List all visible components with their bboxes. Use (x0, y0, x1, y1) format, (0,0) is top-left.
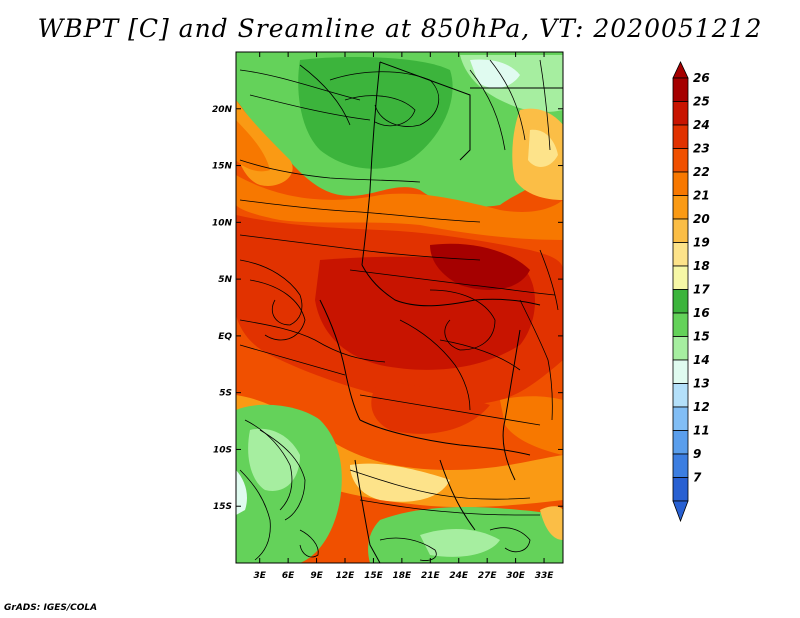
colorbar-label: 18 (693, 259, 710, 273)
latitude-labels: 20N 15N 10N 5N EQ 5S 10S 15S (212, 105, 233, 512)
lat-label-10s: 10S (213, 445, 232, 455)
lat-label-20n: 20N (212, 105, 233, 115)
colorbar-swatch (673, 454, 688, 478)
lat-label-15n: 15N (212, 162, 233, 172)
colorbar-label: 26 (693, 71, 710, 85)
colorbar-swatch (673, 360, 688, 384)
lon-label-21e: 21E (421, 571, 441, 581)
lon-label-3e: 3E (253, 571, 266, 581)
colorbar-label: 17 (693, 283, 710, 297)
colorbar-swatch (673, 431, 688, 455)
colorbar-label: 16 (693, 306, 710, 320)
colorbar-swatch (673, 219, 688, 243)
colorbar-label: 21 (693, 189, 710, 203)
colorbar-swatch (673, 407, 688, 431)
colorbar-swatch (673, 78, 688, 102)
colorbar-swatch (673, 125, 688, 149)
colorbar-swatch (673, 290, 688, 314)
colorbar-label: 7 (693, 471, 702, 485)
lon-label-24e: 24E (449, 571, 469, 581)
lon-label-18e: 18E (393, 571, 413, 581)
map-panel (236, 52, 563, 563)
colorbar-label: 20 (693, 212, 710, 226)
colorbar-swatch (673, 266, 688, 290)
colorbar-swatch (673, 313, 688, 337)
lat-label-eq: EQ (218, 332, 232, 342)
lon-label-27e: 27E (478, 571, 498, 581)
colorbar-swatch (673, 478, 688, 502)
colorbar-label: 13 (693, 377, 710, 391)
colorbar-swatch (673, 149, 688, 173)
grads-credit: GrADS: IGES/COLA (4, 603, 97, 613)
colorbar-label: 19 (693, 236, 710, 250)
colorbar-label: 23 (693, 142, 710, 156)
lon-label-6e: 6E (282, 571, 295, 581)
lon-label-33e: 33E (535, 571, 555, 581)
colorbar-swatch (673, 196, 688, 220)
colorbar-labels: 26 25 24 23 22 21 20 19 18 17 16 15 14 13 12 11 9 7 (693, 71, 710, 485)
colorbar-label: 25 (693, 95, 710, 109)
colorbar-label: 24 (693, 118, 710, 132)
colorbar-top-arrow (673, 62, 688, 78)
lon-label-30e: 30E (506, 571, 526, 581)
lat-label-10n: 10N (212, 218, 233, 228)
lat-label-5s: 5S (219, 389, 232, 399)
colorbar-label: 12 (693, 400, 710, 414)
colorbar-swatch (673, 102, 688, 126)
colorbar (673, 62, 688, 521)
colorbar-label: 22 (693, 165, 710, 179)
colorbar-swatch (673, 337, 688, 361)
colorbar-bottom-arrow (673, 501, 688, 521)
lat-label-15s: 15S (213, 502, 232, 512)
lat-label-5n: 5N (218, 275, 232, 285)
lon-label-15e: 15E (364, 571, 384, 581)
colorbar-label: 15 (693, 330, 710, 344)
colorbar-label: 9 (693, 447, 701, 461)
wbpt-shading (236, 52, 563, 563)
colorbar-swatch (673, 172, 688, 196)
longitude-labels: 3E 6E 9E 12E 15E 18E 21E 24E 27E 30E 33E (253, 571, 554, 581)
lon-label-12e: 12E (336, 571, 356, 581)
colorbar-label: 14 (693, 353, 710, 367)
colorbar-swatch (673, 384, 688, 408)
colorbar-label: 11 (693, 424, 710, 438)
lon-label-9e: 9E (310, 571, 323, 581)
colorbar-swatch (673, 243, 688, 267)
